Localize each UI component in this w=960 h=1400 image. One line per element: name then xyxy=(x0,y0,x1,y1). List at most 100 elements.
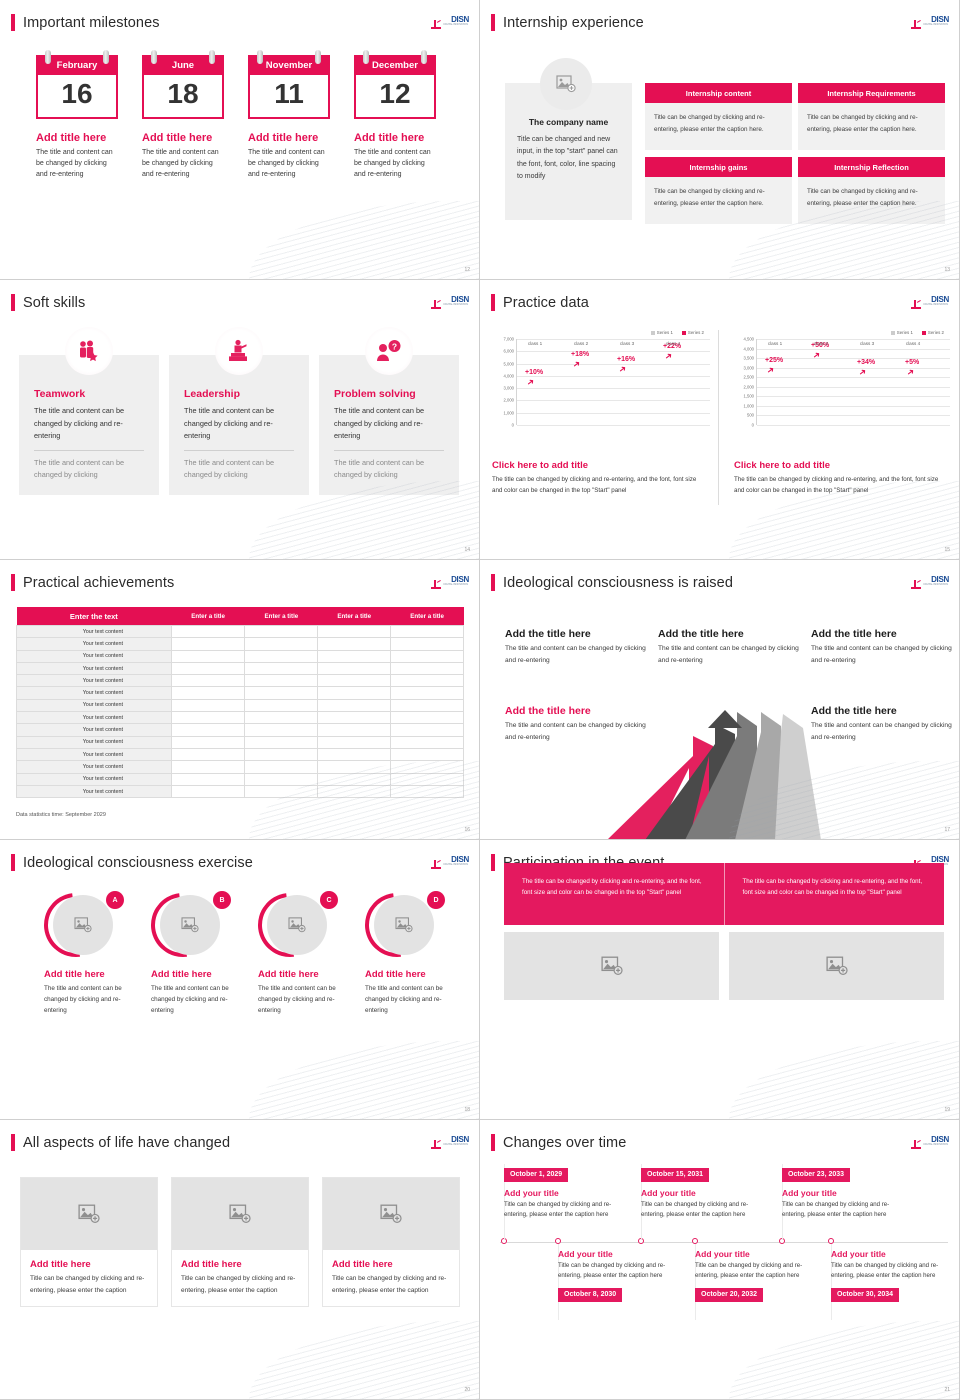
table-cell[interactable] xyxy=(390,735,464,749)
internship-box[interactable]: Internship gains Title can be changed by… xyxy=(645,157,792,224)
event-image-placeholder[interactable] xyxy=(504,932,719,1000)
consciousness-item[interactable]: Add the title here The title and content… xyxy=(658,628,810,667)
milestone-item[interactable]: June 18 Add title here The title and con… xyxy=(142,50,248,181)
table-cell[interactable] xyxy=(244,698,319,713)
table-cell[interactable] xyxy=(170,747,246,762)
image-placeholder[interactable] xyxy=(267,895,327,955)
image-placeholder[interactable] xyxy=(160,895,220,955)
skill-card-teamwork[interactable]: Teamwork The title and content can be ch… xyxy=(19,355,159,495)
table-cell[interactable] xyxy=(244,784,319,799)
table-cell[interactable] xyxy=(317,649,392,663)
table-cell[interactable] xyxy=(317,661,392,676)
table-cell[interactable] xyxy=(170,711,246,725)
table-cell[interactable]: Your text content xyxy=(16,686,172,700)
consciousness-item-accent[interactable]: Add the title here The title and content… xyxy=(505,705,657,744)
table-cell[interactable]: Your text content xyxy=(16,772,172,786)
table-cell[interactable] xyxy=(170,784,246,799)
table-cell[interactable] xyxy=(317,711,392,725)
table-cell[interactable] xyxy=(244,711,319,725)
table-cell[interactable] xyxy=(170,698,246,713)
life-card[interactable]: Add title here Title can be changed by c… xyxy=(322,1177,460,1308)
achievements-table[interactable]: Enter the text Enter a title Enter a tit… xyxy=(16,607,464,799)
image-placeholder[interactable] xyxy=(374,895,434,955)
table-cell[interactable] xyxy=(244,649,319,663)
internship-box[interactable]: Internship Reflection Title can be chang… xyxy=(798,157,945,224)
table-cell[interactable] xyxy=(244,772,319,786)
table-cell[interactable] xyxy=(390,674,464,688)
table-cell[interactable]: Your text content xyxy=(16,760,172,774)
image-placeholder[interactable] xyxy=(21,1178,157,1250)
table-cell[interactable] xyxy=(244,747,319,762)
table-cell[interactable] xyxy=(170,674,246,688)
table-cell[interactable]: Your text content xyxy=(16,723,172,737)
table-cell[interactable] xyxy=(317,735,392,749)
skill-card-leadership[interactable]: Leadership The title and content can be … xyxy=(169,355,309,495)
table-cell[interactable]: Your text content xyxy=(16,735,172,749)
table-cell[interactable] xyxy=(317,686,392,700)
table-cell[interactable] xyxy=(317,772,392,786)
timeline-item[interactable]: Add your title Title can be changed by c… xyxy=(695,1249,807,1302)
consciousness-item[interactable]: Add the title here The title and content… xyxy=(811,705,959,744)
table-cell[interactable] xyxy=(317,637,392,651)
table-cell[interactable] xyxy=(170,637,246,651)
table-cell[interactable] xyxy=(390,661,464,676)
milestone-item[interactable]: November 11 Add title here The title and… xyxy=(248,50,354,181)
table-cell[interactable] xyxy=(170,649,246,663)
table-cell[interactable]: Your text content xyxy=(16,637,172,651)
table-cell[interactable] xyxy=(244,637,319,651)
table-cell[interactable] xyxy=(317,723,392,737)
table-cell[interactable]: Your text content xyxy=(16,711,172,725)
table-cell[interactable]: Your text content xyxy=(16,624,172,639)
table-cell[interactable] xyxy=(317,784,392,799)
milestone-item[interactable]: December 12 Add title here The title and… xyxy=(354,50,460,181)
table-cell[interactable] xyxy=(170,723,246,737)
table-cell[interactable] xyxy=(170,661,246,676)
table-cell[interactable] xyxy=(390,711,464,725)
table-cell[interactable]: Your text content xyxy=(16,784,172,799)
table-cell[interactable] xyxy=(244,723,319,737)
table-cell[interactable] xyxy=(390,723,464,737)
image-placeholder[interactable] xyxy=(323,1178,459,1250)
table-cell[interactable] xyxy=(244,661,319,676)
skill-card-problem-solving[interactable]: Problem solving The title and content ca… xyxy=(319,355,459,495)
timeline-item[interactable]: October 23, 2033 Add your title Title ca… xyxy=(782,1163,894,1220)
image-placeholder[interactable] xyxy=(172,1178,308,1250)
internship-box[interactable]: Internship Requirements Title can be cha… xyxy=(798,83,945,150)
table-cell[interactable] xyxy=(317,760,392,774)
table-cell[interactable] xyxy=(170,735,246,749)
table-cell[interactable]: Your text content xyxy=(16,674,172,688)
timeline-item[interactable]: Add your title Title can be changed by c… xyxy=(558,1249,670,1302)
table-cell[interactable] xyxy=(317,624,392,639)
table-cell[interactable]: Your text content xyxy=(16,698,172,713)
table-cell[interactable] xyxy=(390,686,464,700)
table-cell[interactable] xyxy=(390,760,464,774)
table-cell[interactable] xyxy=(244,674,319,688)
table-cell[interactable] xyxy=(170,624,246,639)
timeline-item[interactable]: October 15, 2031 Add your title Title ca… xyxy=(641,1163,753,1220)
timeline-item[interactable]: Add your title Title can be changed by c… xyxy=(831,1249,943,1302)
table-cell[interactable] xyxy=(170,772,246,786)
table-cell[interactable] xyxy=(390,784,464,799)
table-cell[interactable]: Your text content xyxy=(16,649,172,663)
table-cell[interactable] xyxy=(244,624,319,639)
table-cell[interactable]: Your text content xyxy=(16,661,172,676)
table-cell[interactable] xyxy=(390,649,464,663)
milestone-item[interactable]: February 16 Add title here The title and… xyxy=(36,50,142,181)
table-cell[interactable] xyxy=(317,747,392,762)
table-cell[interactable] xyxy=(244,686,319,700)
table-cell[interactable] xyxy=(244,760,319,774)
table-cell[interactable] xyxy=(170,686,246,700)
timeline-item[interactable]: October 1, 2029 Add your title Title can… xyxy=(504,1163,616,1220)
table-cell[interactable] xyxy=(317,698,392,713)
table-cell[interactable]: Your text content xyxy=(16,747,172,762)
table-cell[interactable] xyxy=(317,674,392,688)
internship-box[interactable]: Internship content Title can be changed … xyxy=(645,83,792,150)
table-cell[interactable] xyxy=(170,760,246,774)
company-image-placeholder[interactable] xyxy=(540,58,592,110)
event-text-band[interactable]: The title can be changed by clicking and… xyxy=(504,863,944,925)
consciousness-item[interactable]: Add the title here The title and content… xyxy=(505,628,657,667)
life-card[interactable]: Add title here Title can be changed by c… xyxy=(20,1177,158,1308)
chart-caption-1[interactable]: Click here to add title The title can be… xyxy=(492,460,704,497)
image-placeholder[interactable] xyxy=(53,895,113,955)
table-cell[interactable] xyxy=(390,747,464,762)
